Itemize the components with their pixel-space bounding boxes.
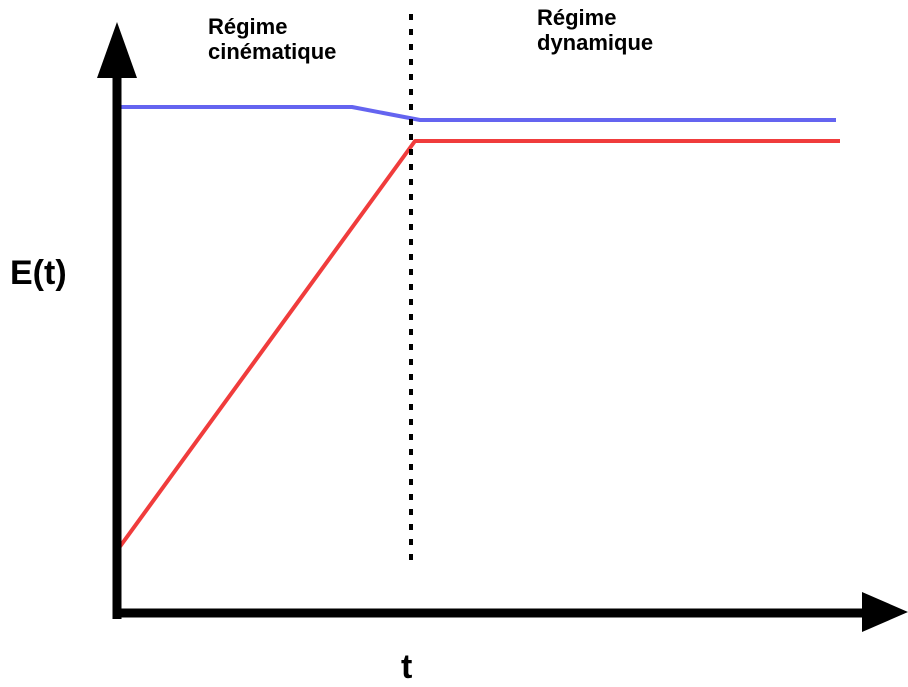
dynamic-regime-line2: dynamique [537, 30, 654, 56]
dynamic-regime-line1: Régime [537, 5, 617, 30]
upper-curve [113, 105, 836, 122]
y-axis-label: E(t) [10, 254, 67, 292]
y-axis-arrowhead [97, 22, 137, 78]
lower-curve [114, 139, 840, 554]
x-axis-arrowhead [862, 592, 908, 632]
dynamic-regime-label: Régime dynamique [537, 5, 653, 56]
kinematic-regime-line2: cinématique [208, 39, 337, 65]
kinematic-regime-label: Régime cinématique [208, 14, 336, 65]
kinematic-regime-line1: Régime [208, 14, 288, 39]
x-axis-label: t [401, 648, 413, 686]
